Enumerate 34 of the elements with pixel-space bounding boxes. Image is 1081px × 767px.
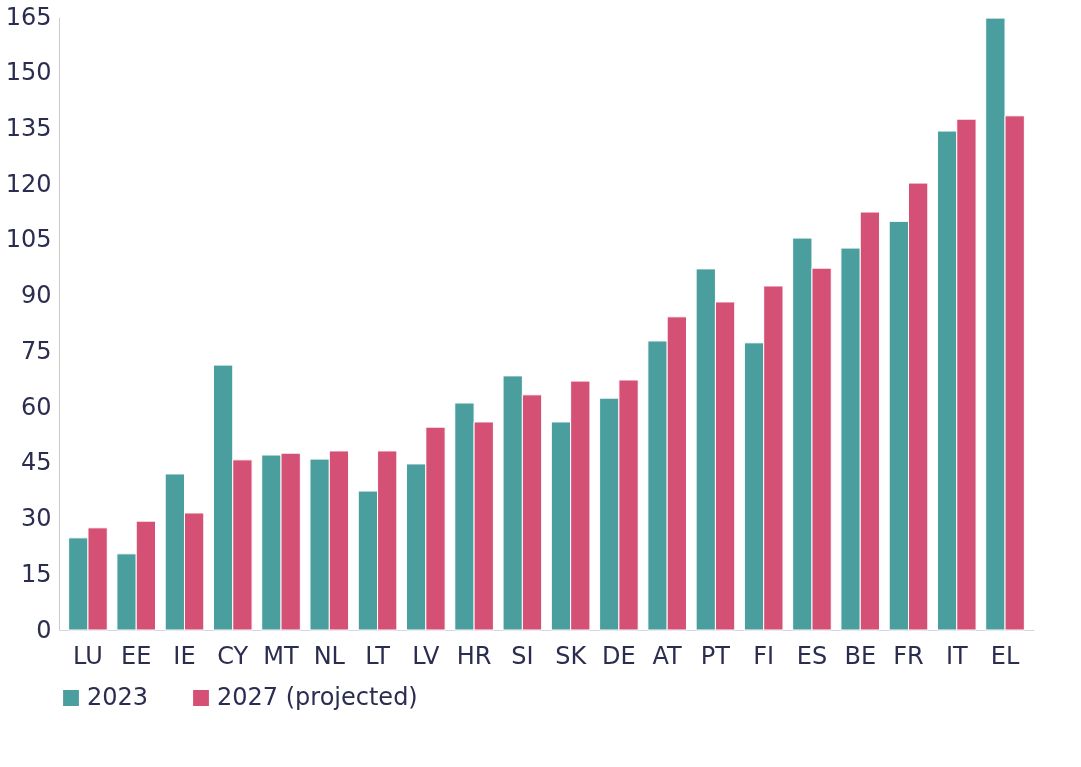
- x-tick-label: DE: [602, 641, 636, 670]
- x-tick-label: IE: [173, 641, 196, 670]
- x-tick-label: LU: [73, 641, 103, 670]
- x-tick-label: PT: [700, 641, 731, 670]
- x-tick-label: ES: [796, 641, 828, 670]
- y-tick-label: 0: [36, 615, 52, 644]
- x-tick-label: SK: [555, 641, 588, 670]
- x-tick-label: LV: [412, 641, 440, 670]
- legend-label: 2023: [87, 683, 149, 711]
- y-tick-label: 45: [20, 448, 52, 477]
- y-tick-label: 60: [20, 392, 52, 421]
- x-tick-label: NL: [313, 641, 346, 670]
- y-tick-label: 15: [20, 559, 52, 588]
- y-tick-label: 75: [20, 336, 52, 365]
- y-tick-label: 105: [5, 225, 52, 254]
- y-tick-label: 120: [5, 169, 52, 198]
- x-tick-label: BE: [844, 641, 877, 670]
- x-tick-label: SI: [511, 641, 534, 670]
- x-tick-label: EL: [990, 641, 1020, 670]
- y-tick-label: 165: [5, 2, 52, 31]
- y-tick-label: 135: [5, 113, 52, 142]
- y-tick-label: 150: [5, 58, 52, 87]
- x-tick-label: MT: [263, 641, 300, 670]
- x-tick-label: EE: [121, 641, 152, 670]
- legend-label: 2027 (projected): [217, 683, 418, 711]
- x-tick-label: FR: [893, 641, 924, 670]
- y-tick-label: 90: [20, 281, 52, 310]
- x-tick-label: AT: [652, 641, 683, 670]
- x-tick-label: HR: [456, 641, 492, 670]
- x-tick-label: IT: [945, 641, 968, 670]
- x-tick-label: CY: [217, 641, 249, 670]
- x-tick-label: FI: [753, 641, 775, 670]
- y-tick-label: 30: [20, 504, 52, 533]
- x-tick-label: LT: [365, 641, 391, 670]
